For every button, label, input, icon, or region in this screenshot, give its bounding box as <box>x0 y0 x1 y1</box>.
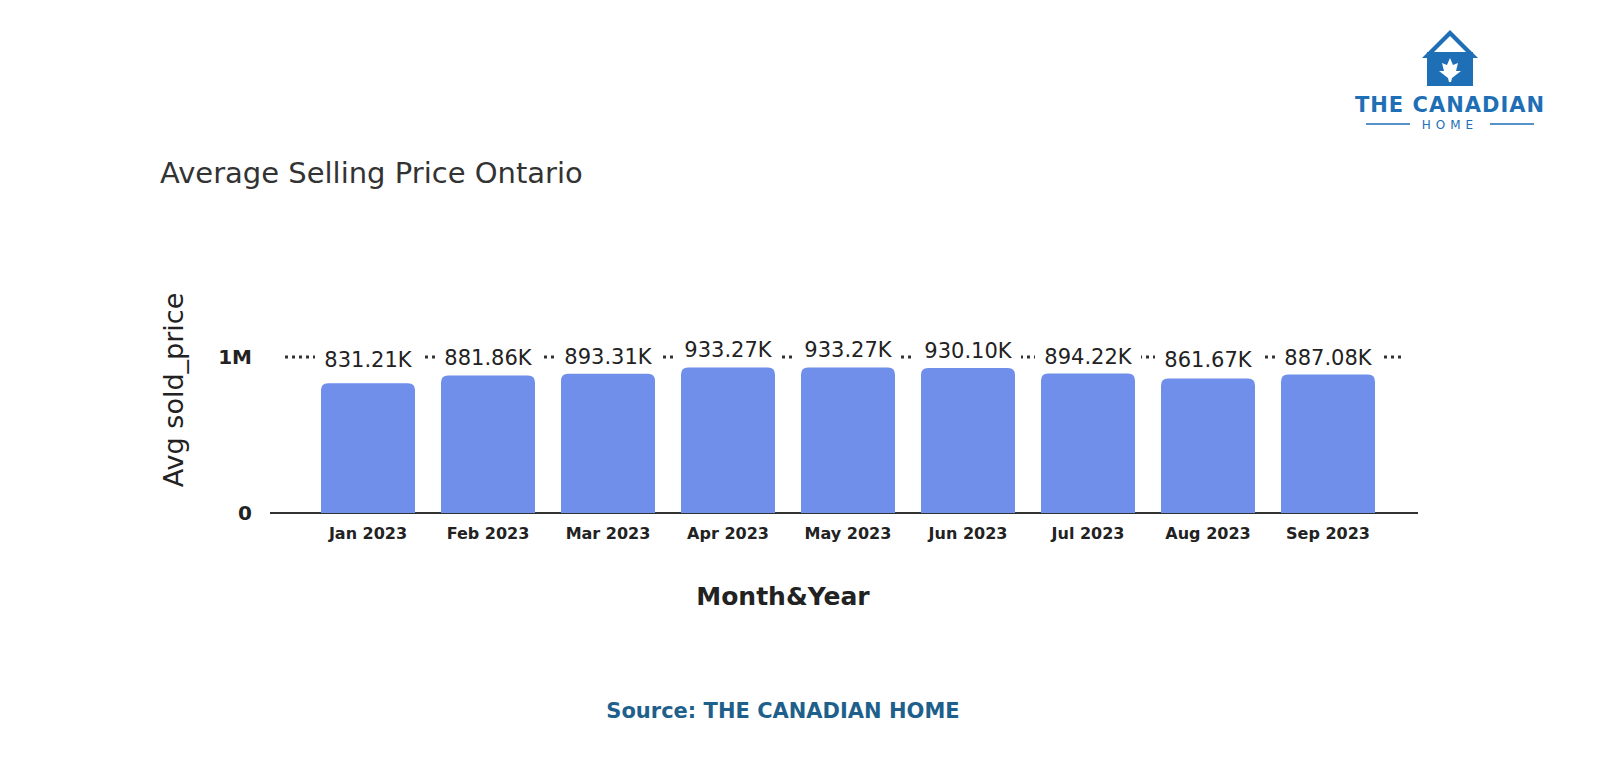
bars <box>321 367 1375 513</box>
logo: THE CANADIANHOME <box>1355 30 1545 132</box>
data-label: 933.27K <box>804 338 892 362</box>
x-tick-label: Aug 2023 <box>1165 524 1250 543</box>
data-label: 930.10K <box>924 339 1012 363</box>
x-tick-label: Mar 2023 <box>566 524 651 543</box>
label-bg <box>555 343 661 369</box>
bar <box>1161 379 1255 513</box>
logo-house <box>1427 52 1473 86</box>
data-label: 933.27K <box>684 338 772 362</box>
label-bg <box>795 336 901 362</box>
data-label: 881.86K <box>444 346 532 370</box>
y-tick-label: 0 <box>238 501 252 525</box>
bar <box>321 383 415 513</box>
bar <box>1041 374 1135 513</box>
title: Average Selling Price Ontario <box>160 156 583 190</box>
x-tick-label: Feb 2023 <box>447 524 530 543</box>
x-tick-label: May 2023 <box>805 524 892 543</box>
logo-text: THE CANADIAN <box>1355 93 1545 117</box>
x-tick-label: Jun 2023 <box>928 524 1008 543</box>
x-tick-label: Apr 2023 <box>687 524 769 543</box>
x-tick-label: Sep 2023 <box>1286 524 1370 543</box>
label-bg <box>435 344 541 370</box>
data-label: 887.08K <box>1284 346 1372 370</box>
logo-text: HOME <box>1422 118 1478 132</box>
bar <box>441 375 535 513</box>
y-axis-title: Avg sold_price <box>158 293 189 488</box>
x-tick-label: Jan 2023 <box>328 524 407 543</box>
bar <box>921 368 1015 513</box>
y-tick-label: 1M <box>218 345 252 369</box>
x-axis-title: Month&Year <box>696 582 870 611</box>
label-bg <box>915 337 1021 363</box>
bar <box>1281 375 1375 513</box>
bar <box>801 367 895 513</box>
logo-rule <box>1366 123 1410 125</box>
label-bg <box>675 336 781 362</box>
label-bg <box>1275 344 1381 370</box>
data-label: 893.31K <box>564 345 652 369</box>
label-bg <box>1155 346 1261 372</box>
bar <box>561 374 655 513</box>
data-label: 894.22K <box>1044 345 1132 369</box>
x-tick-label: Jul 2023 <box>1051 524 1125 543</box>
label-bg <box>315 346 421 372</box>
logo-rule <box>1490 123 1534 125</box>
data-label: 861.67K <box>1164 348 1252 372</box>
logo-leaf <box>1439 58 1461 82</box>
bar <box>681 367 775 513</box>
source: Source: THE CANADIAN HOME <box>606 699 959 723</box>
data-label: 831.21K <box>324 348 412 372</box>
chart: THE CANADIANHOME Average Selling Price On… <box>0 0 1600 758</box>
label-bg <box>1035 343 1141 369</box>
